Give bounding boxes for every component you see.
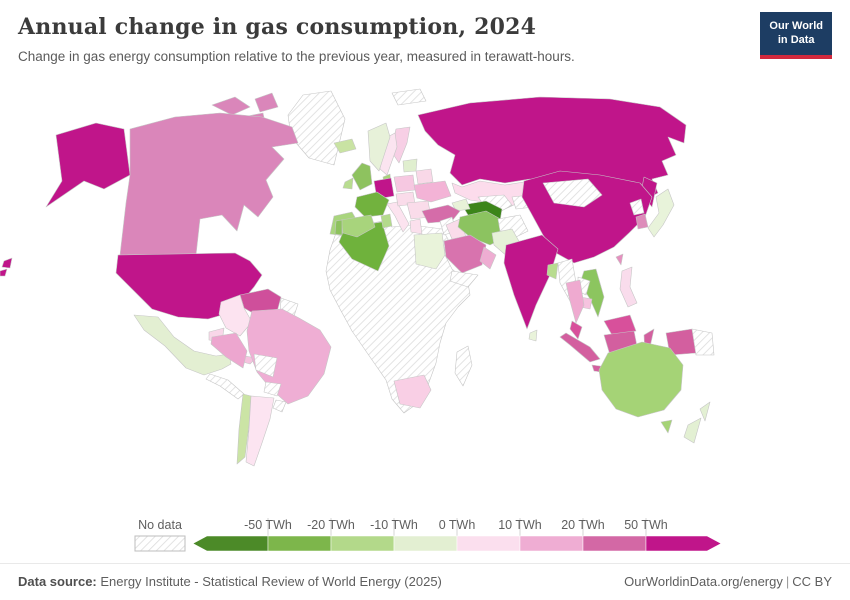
footer-separator: |: [785, 574, 790, 589]
country-peru[interactable]: [210, 332, 248, 369]
legend: No data -50 TWh -20 TWh -10 TWh 0 TWh 10…: [0, 512, 850, 560]
country-canada[interactable]: [119, 112, 299, 256]
legend-tick-label: 20 TWh: [561, 518, 605, 532]
country-malaysia-peninsula[interactable]: [569, 320, 583, 340]
country-alaska[interactable]: [45, 122, 131, 208]
country-new-zealand-south[interactable]: [683, 417, 702, 444]
data-source: Data source: Energy Institute - Statisti…: [18, 574, 442, 589]
country-paraguay[interactable]: [263, 381, 282, 397]
country-tunisia[interactable]: [380, 213, 393, 229]
header: Annual change in gas consumption, 2024 C…: [18, 14, 758, 64]
legend-segment[interactable]: [393, 535, 458, 552]
country-ireland[interactable]: [342, 177, 354, 190]
country-iceland[interactable]: [333, 138, 357, 154]
country-south-korea[interactable]: [635, 213, 649, 230]
country-canada-islands[interactable]: [254, 92, 279, 113]
country-bangladesh[interactable]: [546, 262, 559, 280]
country-colombia[interactable]: [218, 294, 253, 337]
legend-tick-label: 50 TWh: [624, 518, 668, 532]
country-australia[interactable]: [598, 341, 684, 418]
no-data-label: No data: [138, 518, 182, 532]
country-greenland[interactable]: [287, 90, 346, 166]
country-north-korea[interactable]: [629, 198, 645, 216]
country-bolivia[interactable]: [253, 353, 278, 378]
country-ukraine[interactable]: [413, 180, 452, 203]
legend-segment[interactable]: [519, 535, 584, 552]
country-greece[interactable]: [409, 218, 423, 235]
country-new-zealand-north[interactable]: [699, 401, 711, 422]
legend-segment[interactable]: [192, 535, 269, 552]
country-egypt[interactable]: [413, 232, 446, 270]
data-source-text: Energy Institute - Statistical Review of…: [96, 574, 442, 589]
country-uruguay[interactable]: [272, 399, 287, 413]
page-subtitle: Change in gas energy consumption relativ…: [18, 49, 575, 64]
no-data-swatch[interactable]: [134, 535, 186, 552]
country-south-africa[interactable]: [393, 374, 432, 409]
legend-tick-label: 0 TWh: [439, 518, 476, 532]
country-central-america[interactable]: [205, 373, 245, 400]
country-thailand[interactable]: [565, 279, 585, 324]
country-canada-islands[interactable]: [211, 96, 251, 116]
country-yemen[interactable]: [449, 270, 479, 288]
country-gulf-states[interactable]: [479, 246, 497, 270]
country-argentina[interactable]: [245, 395, 275, 467]
country-africa-nodata[interactable]: [325, 220, 471, 414]
footer-right: OurWorldinData.org/energy | CC BY: [624, 574, 832, 589]
country-spain[interactable]: [340, 214, 376, 238]
footer-link[interactable]: OurWorldinData.org/energy: [624, 574, 783, 589]
legend-segment[interactable]: [645, 535, 722, 552]
country-hawaii[interactable]: [0, 268, 8, 277]
country-united-kingdom[interactable]: [351, 162, 373, 191]
legend-tick-label: -10 TWh: [370, 518, 418, 532]
data-source-label: Data source:: [18, 574, 97, 589]
country-baltics[interactable]: [402, 158, 418, 173]
country-portugal[interactable]: [334, 219, 343, 236]
country-mongolia[interactable]: [542, 178, 603, 208]
country-indonesia-sumatra[interactable]: [559, 332, 601, 363]
country-norway[interactable]: [367, 122, 391, 172]
owid-logo-line2: in Data: [777, 33, 815, 46]
country-tasmania[interactable]: [660, 419, 673, 434]
legend-segment[interactable]: [330, 535, 395, 552]
legend-segment[interactable]: [456, 535, 521, 552]
country-hawaii[interactable]: [1, 257, 13, 269]
country-malaysia-borneo[interactable]: [603, 314, 637, 336]
country-japan[interactable]: [647, 188, 675, 238]
footer-license[interactable]: CC BY: [792, 574, 832, 589]
country-belarus[interactable]: [415, 168, 434, 185]
world-map-container: [0, 85, 850, 512]
country-sri-lanka[interactable]: [528, 329, 538, 342]
world-map: [0, 88, 715, 467]
owid-logo[interactable]: Our World in Data: [760, 12, 832, 59]
country-brazil[interactable]: [246, 308, 332, 405]
legend-segment[interactable]: [582, 535, 647, 552]
country-taiwan[interactable]: [615, 253, 624, 266]
country-poland[interactable]: [393, 174, 416, 193]
country-madagascar[interactable]: [454, 345, 473, 387]
owid-logo-line1: Our World: [769, 20, 823, 32]
legend-svg: No data -50 TWh -20 TWh -10 TWh 0 TWh 10…: [134, 518, 722, 552]
country-saudi-arabia[interactable]: [443, 234, 487, 274]
country-france[interactable]: [354, 191, 390, 218]
legend-tick-label: -20 TWh: [307, 518, 355, 532]
country-svalbard[interactable]: [391, 88, 427, 106]
country-philippines[interactable]: [619, 266, 638, 308]
country-mexico[interactable]: [133, 314, 232, 376]
legend-segment[interactable]: [267, 535, 332, 552]
country-india[interactable]: [503, 234, 559, 330]
country-italy[interactable]: [386, 201, 410, 233]
legend-tick-label: 10 TWh: [498, 518, 542, 532]
footer: Data source: Energy Institute - Statisti…: [0, 563, 850, 589]
country-papua-new-guinea[interactable]: [691, 328, 715, 356]
page-title: Annual change in gas consumption, 2024: [18, 14, 537, 40]
legend-tick-label: -50 TWh: [244, 518, 292, 532]
